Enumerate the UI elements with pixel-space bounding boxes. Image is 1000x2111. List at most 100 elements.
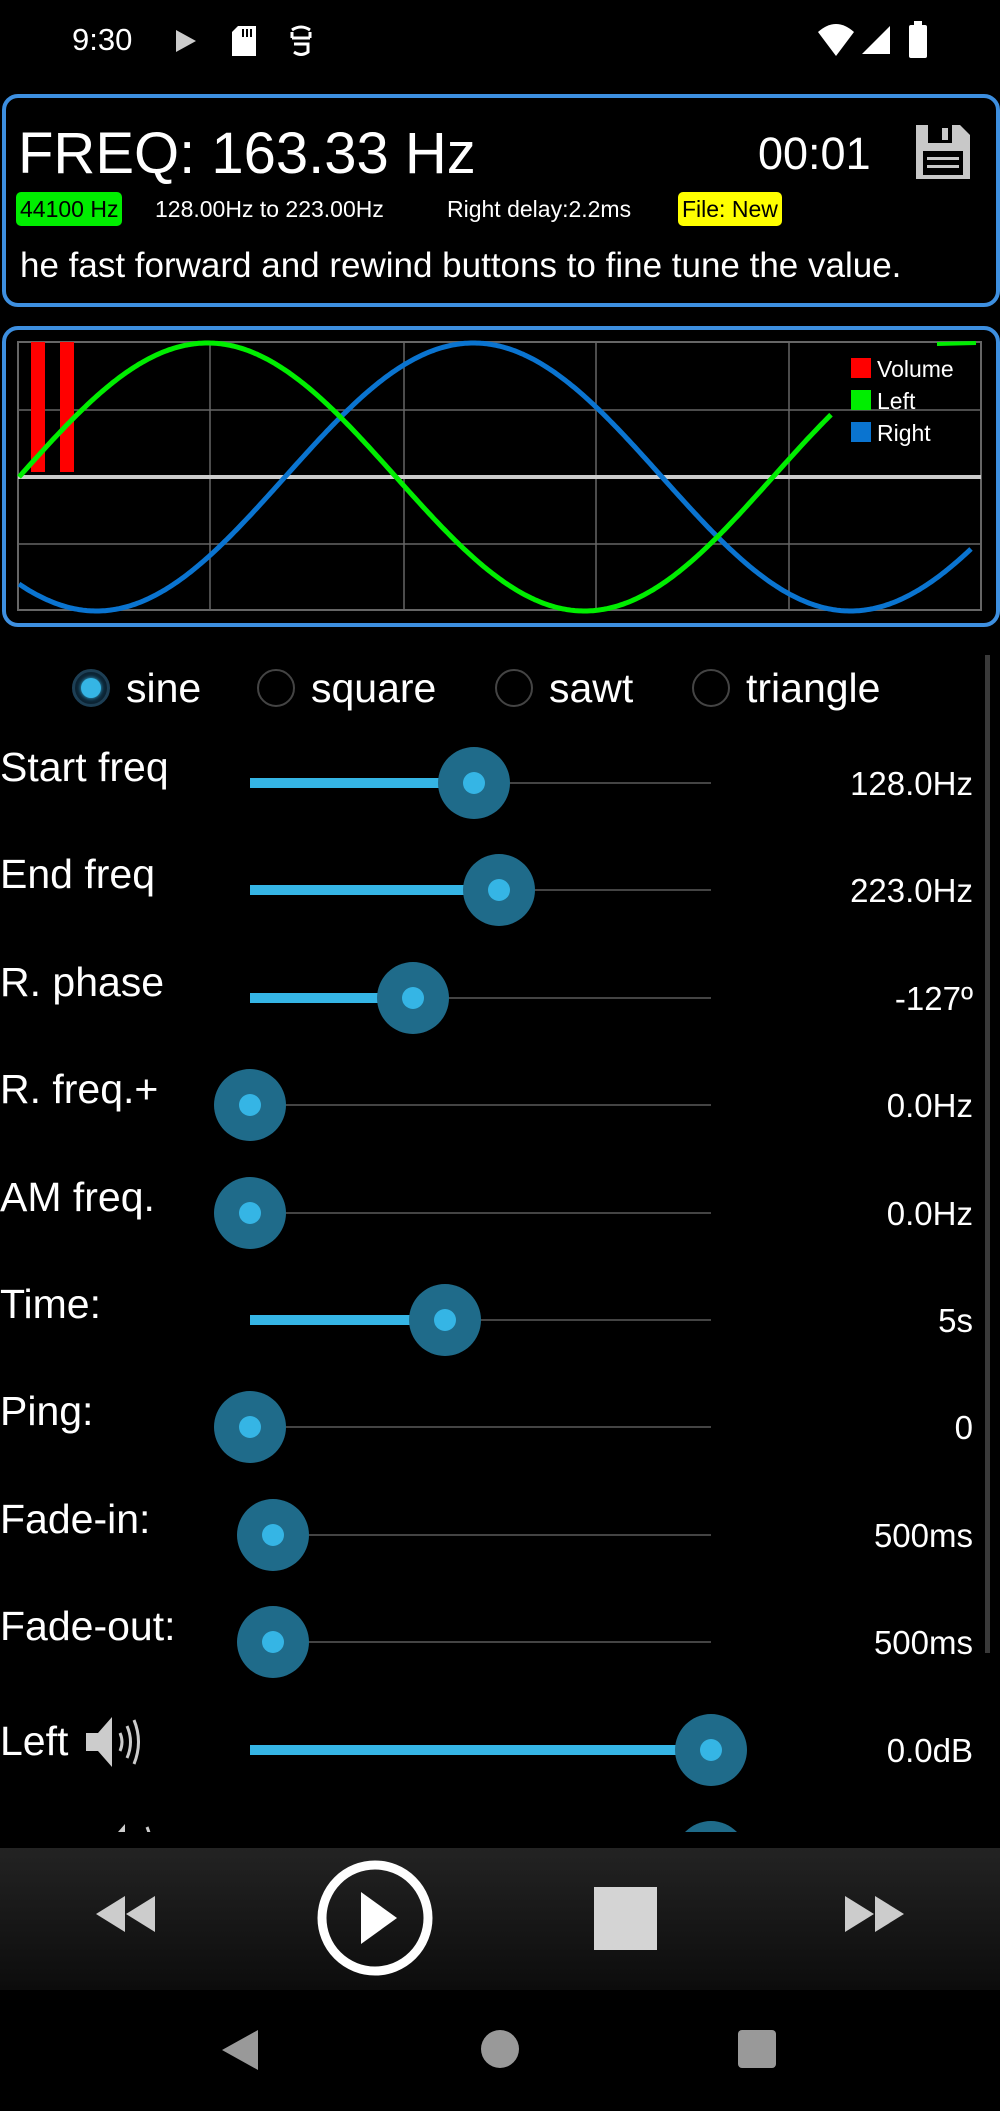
slider-row: Time: 5s	[0, 1269, 980, 1369]
slider-label: Fade-out:	[0, 1603, 176, 1650]
slider-thumb[interactable]	[214, 1069, 286, 1142]
left-channel-wave-fragment	[936, 341, 977, 346]
home-icon[interactable]	[481, 2030, 519, 2068]
slider-thumb[interactable]	[214, 1176, 286, 1249]
sample-rate-badge: 44100 Hz	[16, 192, 123, 226]
slider-label	[0, 1818, 153, 1832]
slider-value: -127º	[894, 979, 973, 1017]
waveform-selector: sine square sawt triangle	[0, 660, 1000, 716]
slider-track[interactable]	[214, 1391, 711, 1464]
slider-label-text: Time:	[0, 1281, 101, 1327]
radio-triangle[interactable]: triangle	[692, 660, 880, 716]
slider-row: 0.0dB	[0, 1806, 980, 1832]
radio-sawt[interactable]: sawt	[495, 660, 633, 716]
slider-row: Left 0.0dB	[0, 1699, 980, 1799]
slider-fill	[250, 885, 499, 896]
slider-track[interactable]	[250, 854, 711, 927]
slider-label: R. phase	[0, 959, 164, 1006]
legend-swatch	[851, 390, 871, 410]
battery-icon	[909, 21, 927, 58]
slider-row: Ping: 0	[0, 1376, 980, 1476]
slider-row: Fade-in: 500ms	[0, 1484, 980, 1584]
slider-track[interactable]	[237, 1498, 711, 1571]
slider-value: 5s	[938, 1302, 973, 1339]
waveform-scope: Volume Left Right	[2, 326, 1000, 627]
radio-circle[interactable]	[257, 669, 295, 707]
slider-thumb[interactable]	[675, 1713, 747, 1786]
slider-thumb[interactable]	[437, 747, 510, 819]
slider-label: R. freq.+	[0, 1066, 158, 1113]
speaker-icon	[86, 1716, 141, 1767]
frequency-info-panel: FREQ: 163.33 Hz 00:01 44100 Hz 128.00Hz …	[2, 94, 1000, 307]
slider-track[interactable]	[250, 1713, 747, 1786]
right-channel-wave	[17, 340, 973, 614]
volume-bar	[31, 342, 45, 472]
radio-sine[interactable]: sine	[72, 660, 201, 716]
slider-fill	[250, 778, 474, 788]
slider-label: Time:	[0, 1281, 101, 1328]
slider-fill	[250, 992, 414, 1003]
slider-thumb[interactable]	[377, 961, 450, 1034]
slider-label-text: Fade-out:	[0, 1603, 176, 1650]
slider-track[interactable]	[237, 1606, 711, 1679]
signal-icon	[862, 26, 890, 54]
slider-track[interactable]	[250, 1284, 711, 1356]
slider-row: R. freq.+ 0.0Hz	[0, 1054, 980, 1154]
status-time: 9:30	[72, 22, 133, 57]
sd-card-icon	[232, 26, 256, 56]
legend-swatch	[851, 358, 871, 378]
speaker-icon	[118, 1824, 151, 1832]
slider-label-text: Fade-in:	[0, 1495, 151, 1542]
back-icon[interactable]	[220, 2028, 260, 2072]
radio-circle[interactable]	[72, 669, 110, 707]
rewind-button[interactable]	[96, 1894, 156, 1934]
slider-value: 0.0Hz	[886, 1087, 973, 1125]
play-icon	[176, 30, 196, 52]
slider-thumb[interactable]	[237, 1498, 310, 1571]
fast-forward-button[interactable]	[845, 1894, 905, 1934]
slider-label-text: R. freq.+	[0, 1066, 159, 1113]
stop-button[interactable]	[594, 1887, 657, 1950]
play-button[interactable]	[315, 1858, 435, 1978]
slider-row: AM freq. 0.0Hz	[0, 1162, 980, 1262]
slider-label: Ping:	[0, 1388, 93, 1435]
radio-square[interactable]: square	[257, 660, 436, 716]
slider-label: Fade-in:	[0, 1496, 150, 1543]
slider-value: 500ms	[873, 1516, 973, 1554]
parameter-sliders: Start freq 128.0Hz End freq 223.0Hz R. phase…	[0, 740, 1000, 1832]
slider-value: 128.0Hz	[850, 765, 973, 802]
radio-label: triangle	[746, 664, 881, 711]
slider-label: Left	[0, 1711, 141, 1773]
status-bar: 9:30	[0, 0, 1000, 80]
volume-bar	[60, 342, 74, 472]
slider-track[interactable]	[214, 1069, 711, 1142]
slider-thumb[interactable]	[214, 1391, 286, 1464]
slider-thumb[interactable]	[237, 1606, 310, 1679]
slider-thumb[interactable]	[409, 1284, 482, 1356]
floppy-disk-icon[interactable]	[914, 123, 972, 181]
radio-circle[interactable]	[692, 669, 730, 707]
slider-row: R. phase -127º	[0, 947, 980, 1047]
legend-swatch	[851, 422, 871, 442]
radio-circle[interactable]	[495, 669, 533, 707]
slider-row: End freq 223.0Hz	[0, 839, 980, 939]
slider-value: 223.0Hz	[850, 872, 973, 910]
slider-fill	[250, 1315, 446, 1325]
scrollbar[interactable]	[985, 655, 990, 1653]
slider-track[interactable]	[250, 747, 711, 819]
slider-row: Start freq 128.0Hz	[0, 740, 980, 832]
slider-label-text: AM freq.	[0, 1173, 155, 1220]
slider-label: Start freq	[0, 744, 169, 791]
slider-label: AM freq.	[0, 1174, 155, 1221]
slider-thumb[interactable]	[675, 1821, 747, 1832]
slider-value: 0.0dB	[886, 1731, 973, 1769]
slider-value: 0.0Hz	[886, 1194, 973, 1232]
slider-track[interactable]	[214, 1176, 711, 1249]
legend-label: Right	[877, 420, 931, 446]
recents-icon[interactable]	[738, 2030, 776, 2068]
slider-label: End freq	[0, 851, 155, 898]
slider-track[interactable]	[250, 961, 711, 1034]
slider-label-text: R. phase	[0, 958, 165, 1005]
slider-thumb[interactable]	[462, 854, 535, 927]
file-badge: File: New	[678, 192, 782, 226]
